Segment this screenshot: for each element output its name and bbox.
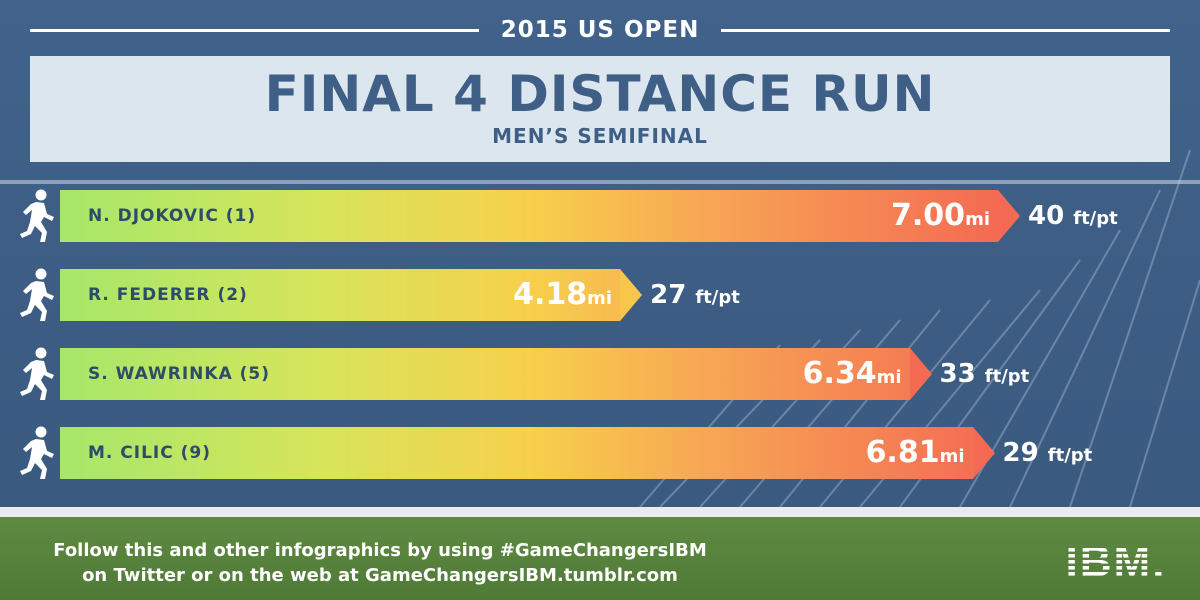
title-box: FINAL 4 DISTANCE RUN MEN’S SEMIFINAL: [30, 56, 1170, 162]
chart-title: FINAL 4 DISTANCE RUN: [264, 65, 936, 123]
grass-strip: [0, 517, 1200, 600]
footer-text: Follow this and other infographics by us…: [0, 538, 760, 588]
feet-per-point-number: 40: [1028, 201, 1074, 231]
bar: [60, 348, 910, 400]
feet-per-point-label: 40 ft/pt: [1028, 190, 1118, 242]
bar-row: R. FEDERER (2) 4.18mi 27 ft/pt: [0, 265, 1200, 325]
feet-per-point-unit: ft/pt: [695, 287, 740, 308]
distance-unit: mi: [965, 209, 990, 230]
footer-line-2: on Twitter or on the web at GameChangers…: [82, 565, 678, 586]
bar-arrow-tip: [620, 269, 643, 321]
bar-row: M. CILIC (9) 6.81mi 29 ft/pt: [0, 423, 1200, 483]
distance-number: 7.00: [891, 198, 966, 233]
ibm-logo: IBM.: [1066, 537, 1167, 582]
feet-per-point-label: 29 ft/pt: [1003, 427, 1093, 479]
player-name-label: S. WAWRINKA (5): [88, 364, 271, 384]
distance-value-label: 6.34mi: [740, 348, 902, 400]
player-name-label: M. CILIC (9): [88, 443, 212, 463]
bar-arrow-tip: [998, 190, 1020, 242]
bar: [60, 269, 621, 321]
distance-unit: mi: [876, 367, 902, 388]
event-header: 2015 US OPEN: [30, 10, 1171, 50]
divider-left: [30, 28, 479, 32]
distance-number: 4.18: [513, 277, 588, 312]
feet-per-point-number: 27: [650, 280, 696, 310]
bar: [60, 427, 973, 479]
feet-per-point-unit: ft/pt: [984, 366, 1030, 387]
player-name-label: R. FEDERER (2): [88, 285, 248, 305]
runner-icon: [14, 344, 60, 404]
ibm-logo-text: IBM.: [1066, 537, 1167, 582]
distance-unit: mi: [939, 446, 965, 467]
distance-unit: mi: [587, 288, 613, 309]
runner-icon: [14, 186, 60, 246]
bar-row: N. DJOKOVIC (1) 7.00mi 40 ft/pt: [0, 186, 1200, 246]
distance-value-label: 7.00mi: [828, 190, 990, 242]
runner-icon: [14, 265, 60, 325]
feet-per-point-unit: ft/pt: [1047, 445, 1093, 466]
court-baseline: [0, 507, 1200, 517]
distance-number: 6.81: [865, 435, 940, 470]
runner-icon: [14, 423, 60, 483]
divider-right: [721, 28, 1171, 32]
distance-value-label: 4.18mi: [450, 269, 612, 321]
event-title: 2015 US OPEN: [500, 17, 700, 43]
bar-arrow-tip: [909, 348, 932, 400]
footer-line-1: Follow this and other infographics by us…: [53, 540, 707, 561]
bar-row: S. WAWRINKA (5) 6.34mi 33 ft/pt: [0, 344, 1200, 404]
distance-number: 6.34: [802, 356, 877, 391]
feet-per-point-unit: ft/pt: [1073, 208, 1118, 229]
chart-subtitle: MEN’S SEMIFINAL: [492, 124, 708, 148]
distance-value-label: 6.81mi: [803, 427, 965, 479]
feet-per-point-number: 29: [1002, 438, 1048, 468]
bar-arrow-tip: [972, 427, 995, 479]
feet-per-point-label: 27 ft/pt: [650, 269, 740, 321]
bar: [60, 190, 998, 242]
feet-per-point-label: 33 ft/pt: [940, 348, 1030, 400]
player-name-label: N. DJOKOVIC (1): [88, 206, 257, 226]
feet-per-point-number: 33: [939, 359, 985, 389]
